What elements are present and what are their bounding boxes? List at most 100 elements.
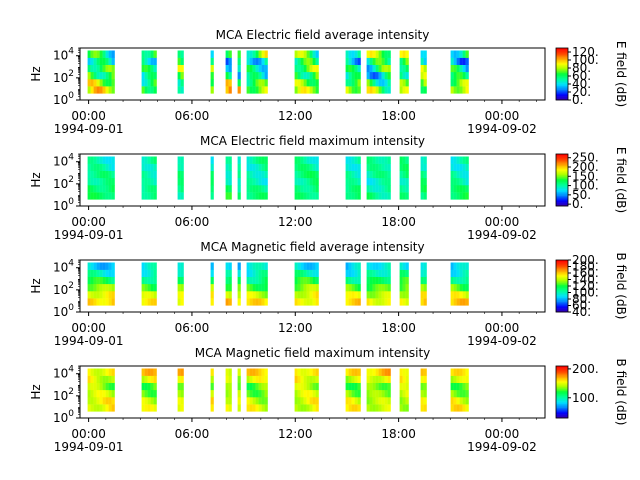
heatmap-cell (249, 64, 253, 73)
heatmap-cell (420, 382, 424, 391)
heatmap-cell (315, 163, 319, 171)
heatmap-cell (372, 269, 376, 277)
heatmap-cell (303, 397, 307, 405)
heatmap-cell (378, 86, 382, 94)
colorbar-segment (556, 302, 568, 305)
heatmap-cell (450, 71, 454, 80)
chart-panel-3: MCA Magnetic field average intensity1001… (29, 240, 628, 348)
heatmap-cell (375, 57, 379, 65)
heatmap-cell (453, 163, 457, 171)
heatmap-cell (261, 50, 265, 58)
heatmap-cell (420, 64, 424, 73)
colorbar-segment (556, 177, 568, 179)
heatmap-cell (96, 404, 100, 412)
heatmap-cell (225, 375, 229, 383)
colorbar-segment (556, 287, 568, 289)
heatmap-cell (141, 291, 145, 299)
heatmap-cell (228, 177, 232, 186)
heatmap-cell (453, 389, 457, 398)
x-tick-date: 1994-09-02 (467, 122, 537, 136)
heatmap-cell (141, 50, 145, 58)
heatmap-cell (354, 291, 358, 299)
colorbar-segment (556, 64, 568, 67)
heatmap-cell (99, 368, 103, 376)
heatmap-cell (264, 50, 268, 58)
heatmap-cell (420, 291, 424, 299)
heatmap-cell (297, 276, 301, 285)
heatmap-cell (294, 375, 298, 383)
heatmap-cell (399, 276, 403, 285)
colorbar-segment (556, 412, 568, 415)
heatmap-cell (144, 185, 148, 193)
heatmap-cell (144, 368, 148, 376)
heatmap-cell (354, 269, 358, 277)
heatmap-cell (111, 262, 115, 270)
heatmap-cell (399, 163, 403, 171)
colorbar: 0.50.100.150.200.250. E field (dB) (555, 147, 628, 213)
heatmap-cell (456, 397, 460, 405)
heatmap-cell (90, 269, 94, 277)
heatmap-cell (309, 163, 313, 171)
heatmap-cell (147, 389, 151, 398)
heatmap-cell (456, 298, 460, 306)
heatmap-cell (144, 404, 148, 412)
heatmap-cell (453, 192, 457, 200)
heatmap-cell (255, 156, 259, 164)
colorbar-segment (556, 284, 568, 287)
heatmap-cell (258, 64, 262, 73)
heatmap-cell (303, 375, 307, 383)
heatmap-cell (144, 57, 148, 65)
heatmap-cell (375, 283, 379, 292)
heatmap-cell (228, 163, 232, 171)
heatmap-cell (87, 163, 91, 171)
heatmap-cell (375, 291, 379, 299)
colorbar-segment (556, 195, 568, 198)
heatmap-cell (228, 382, 232, 391)
heatmap-cell (144, 64, 148, 73)
colorbar-segment (556, 393, 568, 395)
heatmap-cell (297, 64, 301, 73)
heatmap-cell (423, 192, 427, 200)
heatmap-cell (387, 375, 391, 383)
heatmap-cell (372, 79, 376, 87)
colorbar-tick-label: 0. (572, 197, 583, 211)
heatmap-cell (180, 262, 184, 270)
heatmap-cell (384, 64, 388, 73)
heatmap-cell (108, 298, 112, 306)
heatmap-cell (96, 283, 100, 292)
heatmap-cell (294, 382, 298, 391)
heatmap-cell (93, 382, 97, 391)
heatmap-cell (87, 368, 91, 376)
colorbar-frame (555, 153, 569, 207)
heatmap-cell (309, 79, 313, 87)
heatmap-cell (144, 269, 148, 277)
heatmap-cell (249, 57, 253, 65)
heatmap-cell (300, 298, 304, 306)
heatmap-cell (237, 86, 241, 94)
heatmap-cell (144, 163, 148, 171)
heatmap-cell (315, 389, 319, 398)
heatmap-cell (306, 283, 310, 292)
heatmap-cell (306, 368, 310, 376)
heatmap-cell (375, 397, 379, 405)
heatmap-cell (462, 368, 466, 376)
heatmap-cell (99, 283, 103, 292)
heatmap-cell (90, 375, 94, 383)
heatmap-cell (228, 375, 232, 383)
heatmap-cell (456, 57, 460, 65)
heatmap-cell (237, 170, 241, 179)
colorbar-segment (556, 53, 568, 55)
heatmap-cell (111, 298, 115, 306)
colorbar-tick-label: 200. (572, 160, 599, 174)
heatmap-cell (462, 404, 466, 412)
heatmap-cell (111, 389, 115, 398)
heatmap-cell (366, 71, 370, 80)
heatmap-cell (102, 57, 106, 65)
heatmap-cell (90, 291, 94, 299)
heatmap-cell (351, 298, 355, 306)
heatmap-cell (309, 86, 313, 94)
heatmap-cell (297, 262, 301, 270)
heatmap-cell (453, 185, 457, 193)
colorbar-segment (556, 282, 568, 284)
heatmap-cell (150, 79, 154, 87)
